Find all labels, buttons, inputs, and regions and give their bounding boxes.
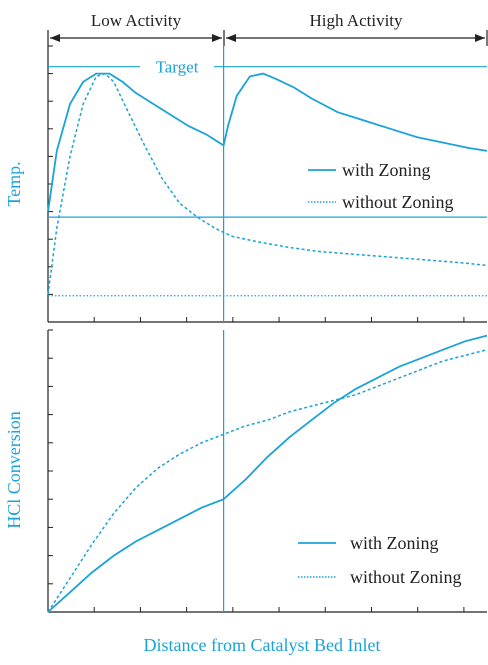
temp-y-axis-label: Temp. <box>4 161 24 206</box>
x-axis-label: Distance from Catalyst Bed Inlet <box>144 635 381 655</box>
low-activity-label: Low Activity <box>91 11 182 30</box>
conv-legend-label-1: with Zoning <box>350 533 439 553</box>
temp-series-without-zoning-line <box>47 72 488 295</box>
conv-series-with-zoning-line <box>47 334 488 613</box>
low-activity-arrowhead-right <box>212 34 222 42</box>
conv-legend-label-2: without Zoning <box>350 567 462 587</box>
high-activity-arrowhead-right <box>475 34 485 42</box>
temp-series-with-zoning-line <box>47 72 488 212</box>
conversion-plot: with Zoning without Zoning HCl Conversion <box>4 329 488 613</box>
temperature-plot: Target with Zoning without Zoning Temp. <box>4 45 488 323</box>
target-label: Target <box>156 58 199 77</box>
high-activity-arrowhead-left <box>226 34 236 42</box>
temp-legend-label-1: with Zoning <box>342 160 431 180</box>
high-activity-label: High Activity <box>309 11 403 30</box>
temp-legend-label-2: without Zoning <box>342 192 454 212</box>
conv-y-axis-label: HCl Conversion <box>4 411 24 529</box>
low-activity-arrowhead-left <box>50 34 60 42</box>
activity-region-header: Low Activity High Activity <box>47 11 488 46</box>
